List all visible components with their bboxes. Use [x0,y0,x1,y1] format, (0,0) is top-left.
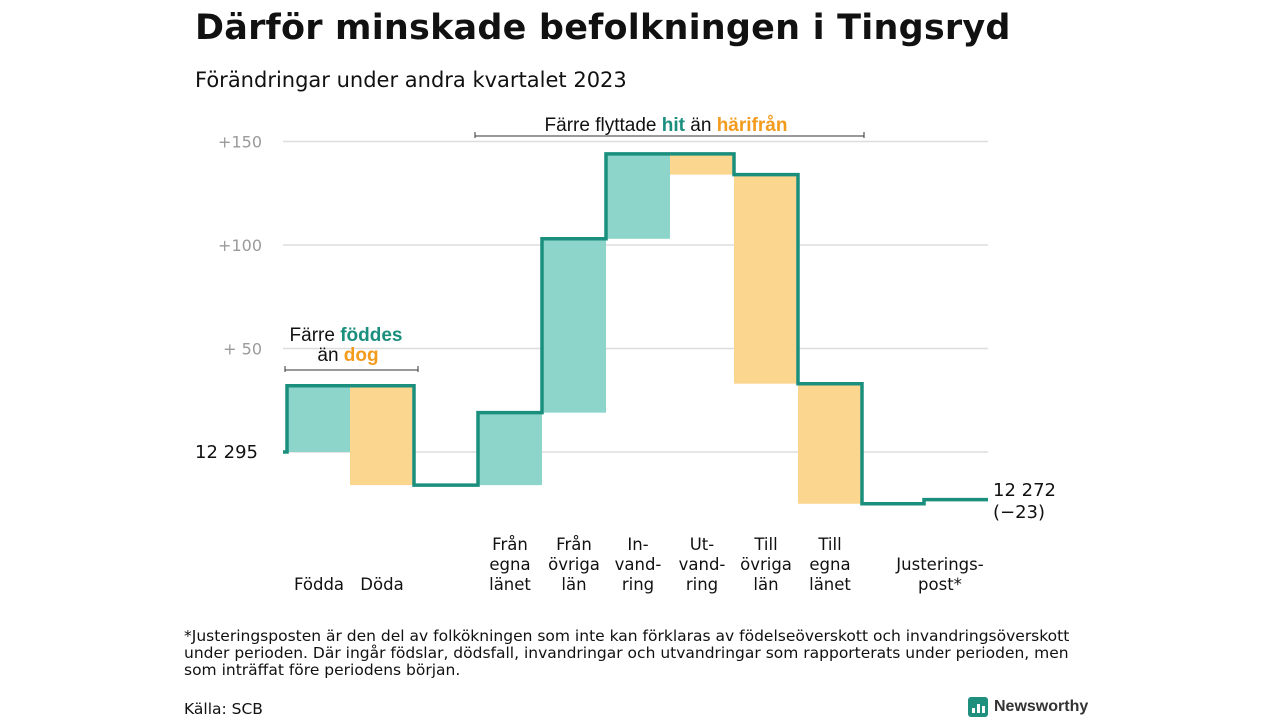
moves-annotation: Färre flyttade hit än härifrån [545,115,788,136]
births-annotation-line2: än dog [317,345,378,366]
waterfall-bar [287,385,351,452]
waterfall-bar [670,153,734,175]
category-label: In- [627,535,648,554]
category-label: Från [492,535,528,554]
end-value-label: 12 272 [993,480,1056,501]
category-label: Till [753,535,777,554]
category-label: ring [622,575,654,594]
brand-logo: Newsworthy [968,697,1088,717]
category-label: länet [489,575,531,594]
category-label: egna [489,555,530,574]
category-label: övriga [740,555,792,574]
category-label: Justerings- [895,555,983,574]
category-label: Ut- [690,535,715,554]
waterfall-bar [606,153,670,239]
category-label: vand- [679,555,726,574]
newsworthy-icon [968,697,988,717]
waterfall-bar [350,385,414,486]
waterfall-bar [798,383,862,504]
category-label: egna [809,555,850,574]
category-label: post* [918,575,962,594]
chart-title: Därför minskade befolkningen i Tingsryd [195,8,1011,48]
y-tick-label: +150 [218,133,262,152]
births-bracket [284,366,419,372]
brand-name: Newsworthy [994,698,1089,715]
category-label: Döda [360,575,403,594]
y-tick-label: +100 [218,236,262,255]
category-label: län [753,575,778,594]
category-label: länet [809,575,851,594]
start-value-label: 12 295 [195,442,258,463]
category-label: Till [817,535,841,554]
category-label: övriga [548,555,600,574]
step-line-layer [283,152,988,506]
footnote: *Justeringsposten är den del av folkökni… [184,627,1070,679]
category-label: län [561,575,586,594]
category-label: vand- [615,555,662,574]
y-tick-label: + 50 [223,340,262,359]
chart-subtitle: Förändringar under andra kvartalet 2023 [195,68,627,92]
waterfall-bar [734,174,798,384]
category-label: Från [556,535,592,554]
source-note: Källa: SCB [184,700,263,718]
category-label: ring [686,575,718,594]
step-line [283,152,988,506]
bar-layer [287,153,862,504]
waterfall-bar [542,238,606,413]
category-label: Födda [294,575,344,594]
waterfall-bar [478,412,542,486]
births-annotation-line1: Färre föddes [290,325,403,346]
moves-bracket [474,132,865,138]
end-change-label: (−23) [993,502,1045,523]
